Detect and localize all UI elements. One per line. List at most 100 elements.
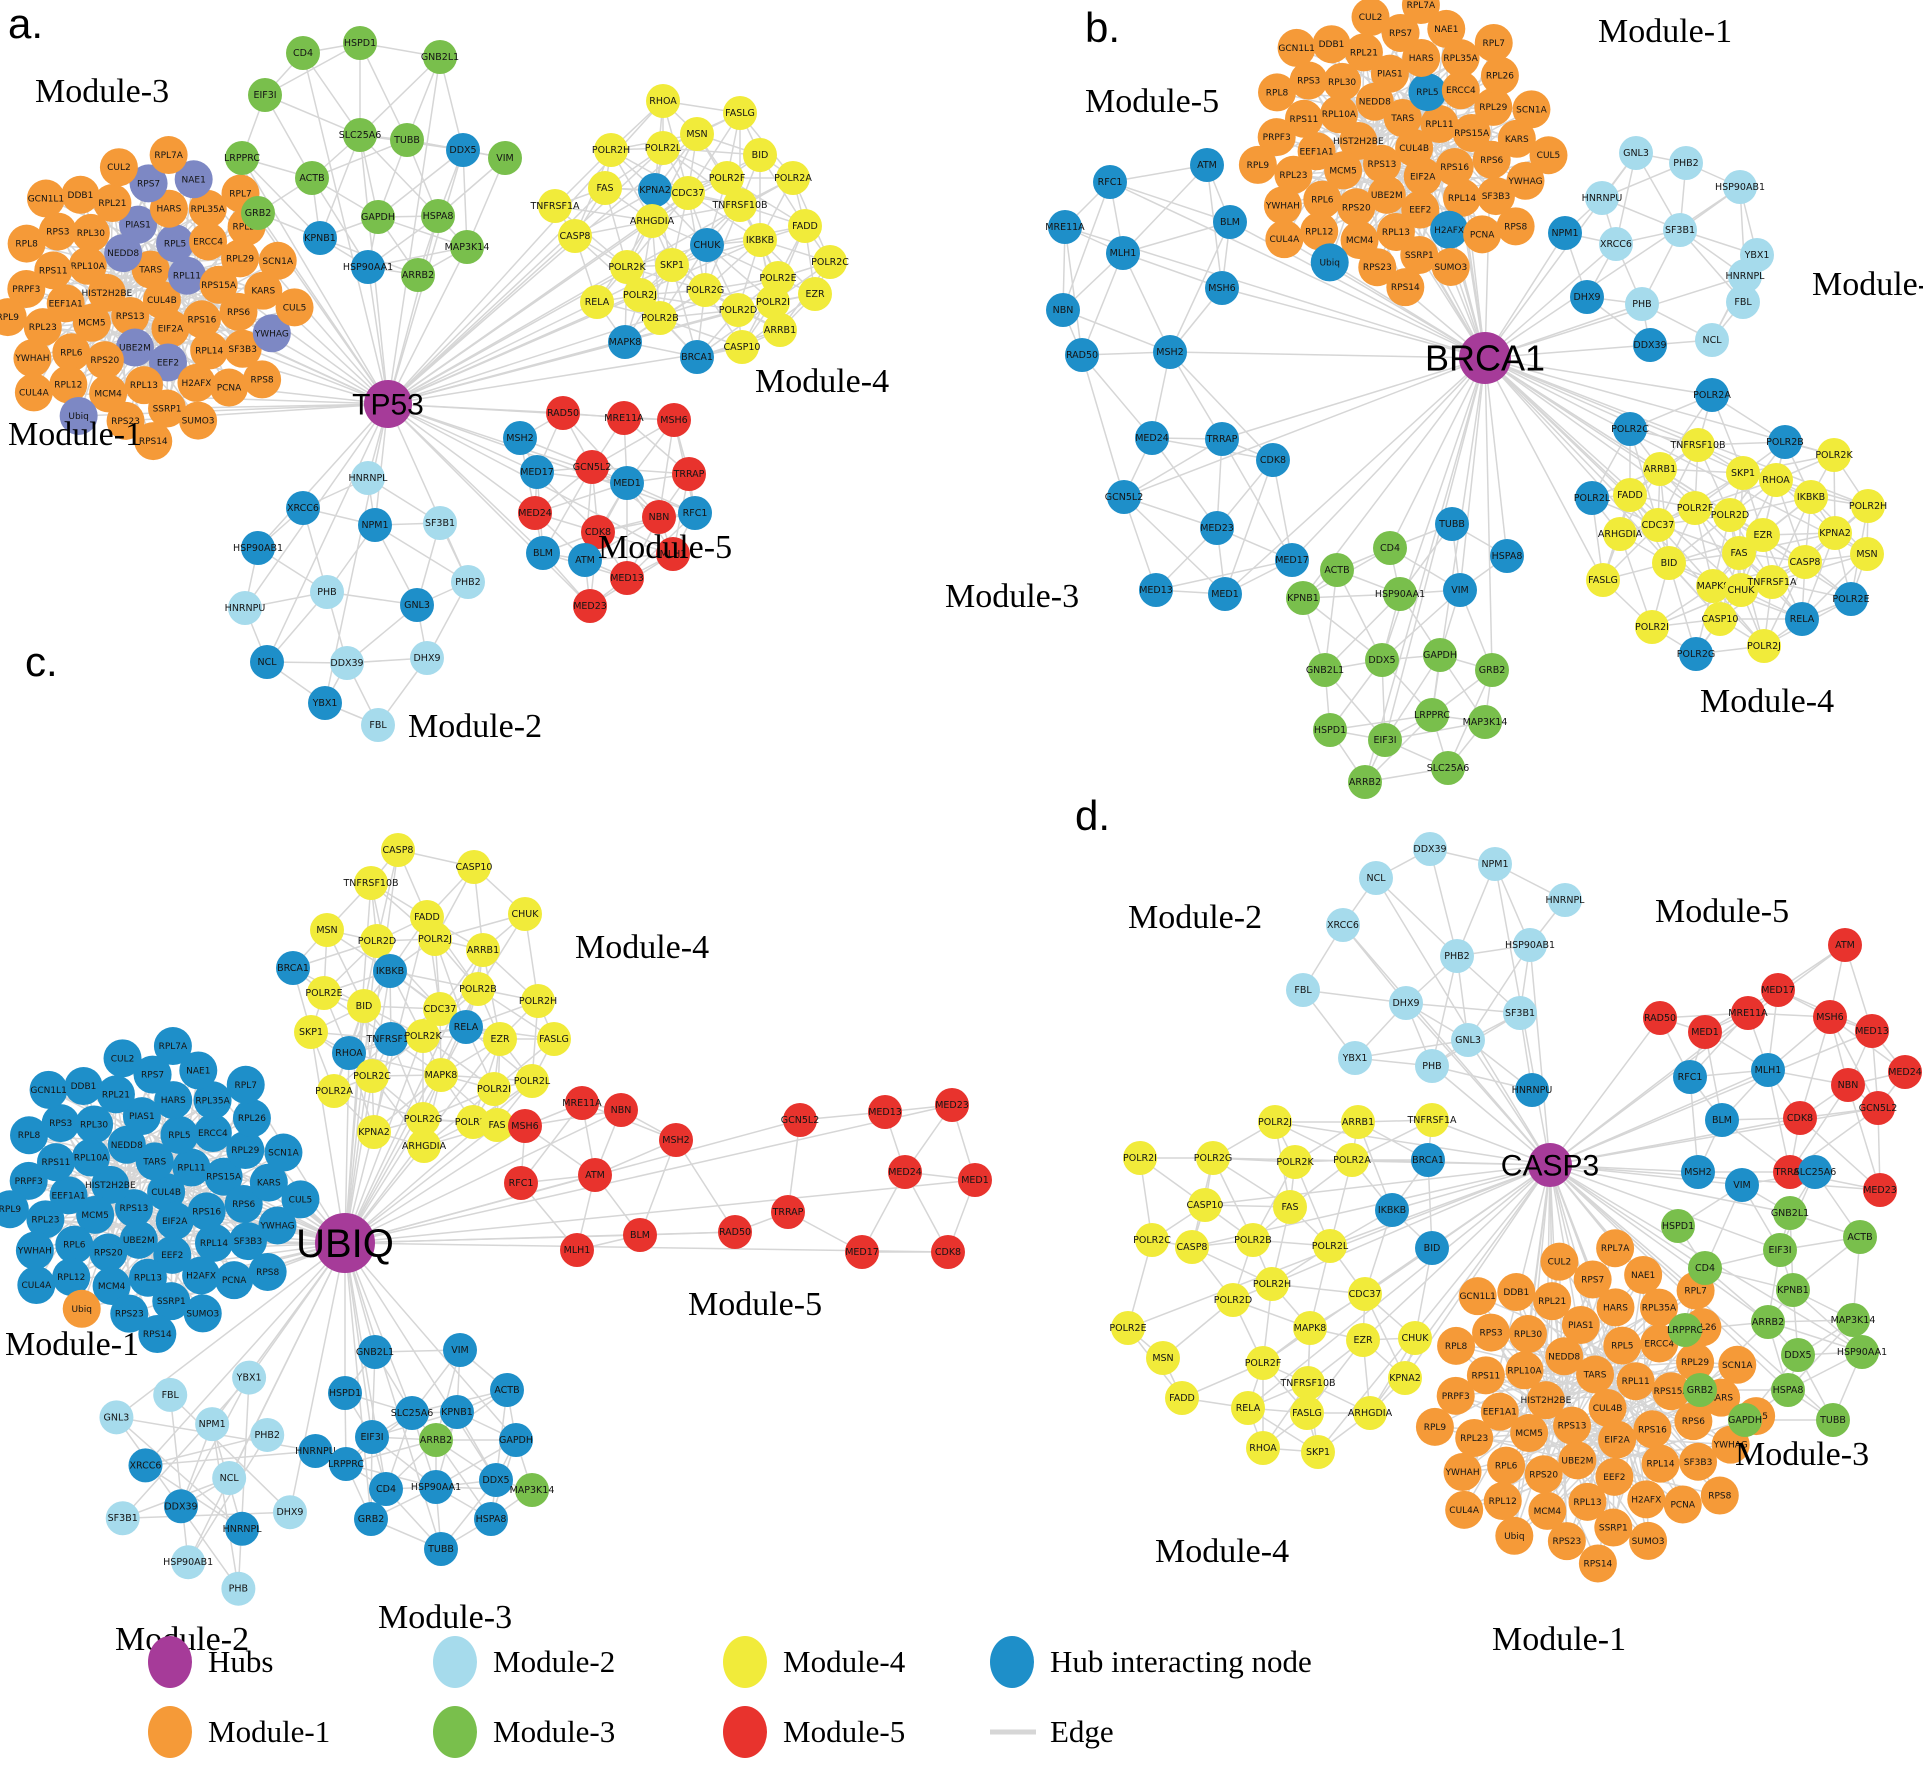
node-GNL3 xyxy=(1619,136,1653,170)
hub-label: TP53 xyxy=(352,389,424,422)
edge xyxy=(1342,924,1551,1166)
legend-label-module-4: Module-4 xyxy=(783,1644,906,1679)
node-SF3B1 xyxy=(1663,213,1697,247)
node-label: HIST2H2BE xyxy=(81,289,132,299)
edge xyxy=(1169,351,1486,359)
node-VIM xyxy=(443,1333,477,1367)
node-SLC25A6 xyxy=(1431,751,1465,785)
node-label: LRPPRC xyxy=(1414,710,1450,721)
node-RPL21 xyxy=(93,184,132,223)
node-label: RPL9 xyxy=(1247,161,1270,171)
node-label: POLR2G xyxy=(686,285,725,296)
node-H2AFX xyxy=(1627,1480,1666,1519)
node-HIST2H2BE xyxy=(1339,121,1378,160)
node-label: ERCC4 xyxy=(198,1129,228,1139)
node-FBL xyxy=(1726,285,1760,319)
node-RHOA xyxy=(1759,463,1793,497)
node-label: SUMO3 xyxy=(186,1309,219,1319)
node-label: MSN xyxy=(1856,549,1877,560)
node-MED13 xyxy=(1855,1014,1889,1048)
node-MCM5 xyxy=(1510,1414,1549,1453)
node-POLR2I xyxy=(1635,610,1669,644)
node-MSH6 xyxy=(508,1109,542,1143)
module-label: Module-4 xyxy=(1700,683,1834,720)
node-label: POLR2A xyxy=(1693,390,1731,401)
legend-label-hubs: Hubs xyxy=(208,1644,273,1679)
edge xyxy=(675,1139,736,1233)
node-label: GCN5L2 xyxy=(1105,492,1143,503)
node-NEDD8 xyxy=(104,234,143,273)
node-label: RPS16 xyxy=(1440,163,1469,173)
node-MRE11A xyxy=(607,401,641,435)
module-label: Module-5 xyxy=(598,529,732,566)
node-label: RPL9 xyxy=(0,1205,21,1215)
node-label: MED24 xyxy=(888,1167,922,1178)
edge xyxy=(1221,357,1486,440)
node-FAS xyxy=(1722,536,1756,570)
edge xyxy=(387,403,538,473)
node-RPL23 xyxy=(1455,1418,1494,1457)
edge xyxy=(1271,1164,1551,1285)
node-RAD50 xyxy=(546,396,580,430)
node-label: HARS xyxy=(1409,54,1434,64)
node-GAPDH xyxy=(361,200,395,234)
node-RELA xyxy=(1785,602,1819,636)
node-HNRNPL xyxy=(1548,883,1582,917)
node-POLR2K xyxy=(1817,438,1851,472)
node-RPS20 xyxy=(1337,188,1376,227)
edge xyxy=(1484,344,1651,359)
node-label: CASP10 xyxy=(724,342,761,353)
node-MCM4 xyxy=(92,1267,131,1306)
node-FADD xyxy=(1613,478,1647,512)
panel-letter-a: a. xyxy=(8,0,43,47)
node-label: TARS xyxy=(138,266,162,276)
node-YWHAG xyxy=(1506,161,1545,200)
node-label: FBL xyxy=(1294,985,1312,996)
node-label: HNRNPU xyxy=(225,603,266,614)
node-label: MCM5 xyxy=(81,1211,109,1221)
node-label: POLR2H xyxy=(519,996,557,1007)
node-PHB xyxy=(1415,1049,1449,1083)
node-EIF2A xyxy=(151,309,190,348)
node-EIF3I xyxy=(355,1420,389,1454)
node-label: RPL7 xyxy=(1483,39,1505,49)
node-label: RPL30 xyxy=(1514,1330,1542,1340)
node-SF3B3 xyxy=(223,329,262,368)
node-label: EZR xyxy=(490,1034,510,1045)
node-RPL23 xyxy=(23,308,62,347)
node-EEF2 xyxy=(148,343,187,382)
edge xyxy=(1484,357,1713,396)
node-label: Ubiq xyxy=(1319,258,1340,268)
node-label: SF3B3 xyxy=(1684,1458,1713,1468)
node-POLR2K xyxy=(610,250,644,284)
edge xyxy=(1247,1164,1551,1409)
node-label: POLR2J xyxy=(623,290,657,301)
edge xyxy=(374,524,469,583)
node-MSH2 xyxy=(659,1123,693,1157)
node-NAE1 xyxy=(174,160,213,199)
node-label: CUL2 xyxy=(111,1054,135,1064)
node-MED1 xyxy=(1208,577,1242,611)
node-POLR2A xyxy=(1695,378,1729,412)
node-label: NAE1 xyxy=(182,175,206,185)
node-MED24 xyxy=(888,1155,922,1189)
node-MSN xyxy=(1850,537,1884,571)
node-RPL8 xyxy=(1258,73,1297,112)
node-RELA xyxy=(449,1010,483,1044)
node-label: HSPA8 xyxy=(1773,1385,1804,1396)
node-RPL8 xyxy=(10,1116,49,1155)
node-HSP90AB1 xyxy=(1513,928,1547,962)
node-label: POLR2L xyxy=(645,143,682,154)
node-UBE2M xyxy=(1367,175,1406,214)
module-cluster-module-5-b: RFC1 ATM MRE11A MLH1 BLM NBN MSH6 RAD50 MSH2 MED2… xyxy=(1045,148,1309,611)
edge xyxy=(344,1125,526,1244)
node-YWHAH xyxy=(13,339,52,378)
edge xyxy=(1431,1065,1533,1091)
module-label: Module-5 xyxy=(1655,893,1789,930)
edge xyxy=(1274,1121,1551,1166)
node-GRB2 xyxy=(1475,653,1509,687)
node-label: KARS xyxy=(251,287,275,297)
node-CASP10 xyxy=(457,850,491,884)
node-CUL2 xyxy=(1540,1242,1579,1281)
